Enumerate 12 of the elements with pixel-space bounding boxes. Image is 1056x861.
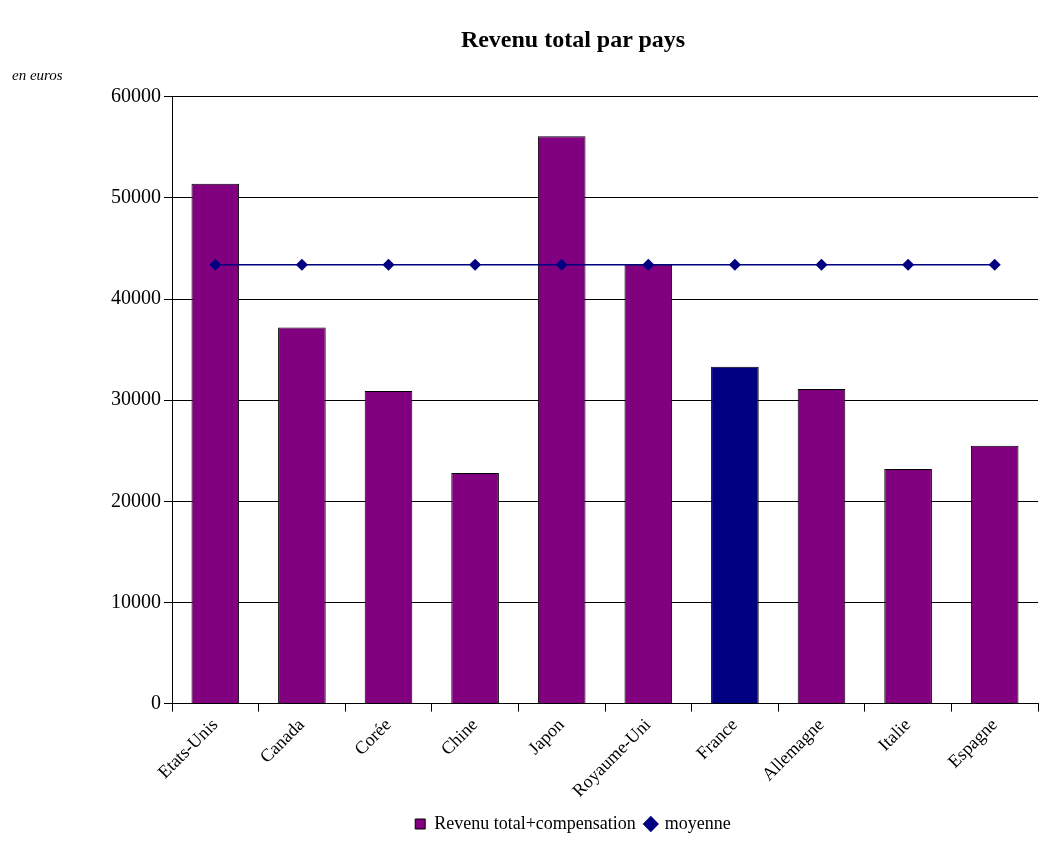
y-tick-label: 10000 xyxy=(111,589,161,612)
chart-title: Revenu total par pays xyxy=(460,25,686,52)
y-tick-label: 20000 xyxy=(111,488,161,511)
y-tick-label: 60000 xyxy=(111,84,161,107)
legend-label: moyenne xyxy=(664,812,731,833)
legend-label: Revenu total+compensation xyxy=(434,812,636,833)
x-tick-label: Italie xyxy=(873,714,915,755)
y-tick-label: 40000 xyxy=(111,286,161,309)
y-tick-label: 0 xyxy=(151,690,161,713)
y-tick-label: 30000 xyxy=(111,387,161,410)
y-axis-title: en euros xyxy=(12,66,63,83)
y-tick-label: 50000 xyxy=(111,185,161,208)
